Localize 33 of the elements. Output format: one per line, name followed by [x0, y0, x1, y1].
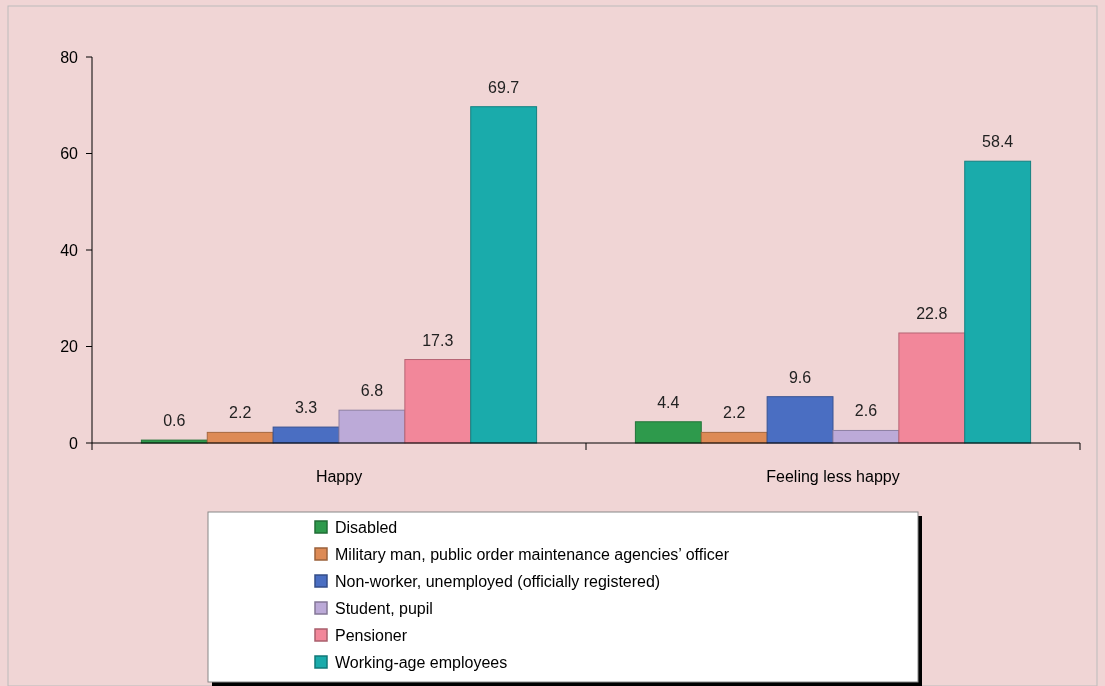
bar [898, 332, 966, 444]
bar [338, 409, 406, 444]
bar [404, 359, 472, 444]
y-tick-label: 40 [60, 241, 79, 259]
y-tick-label: 0 [69, 434, 79, 452]
data-label: 22.8 [916, 304, 948, 322]
legend-label: Pensioner [335, 626, 408, 644]
data-label: 3.3 [294, 399, 318, 417]
y-tick-label: 80 [60, 48, 79, 66]
legend-label: Working-age employees [335, 653, 508, 671]
data-label: 6.8 [360, 382, 384, 400]
bar [964, 160, 1032, 444]
bar [634, 421, 702, 444]
legend-label: Disabled [335, 518, 398, 536]
x-tick-label: Happy [315, 468, 363, 485]
y-tick-label: 60 [60, 145, 79, 163]
data-label: 4.4 [657, 393, 680, 411]
bar [272, 426, 340, 444]
legend-label: Non-worker, unemployed (officially registered) [335, 572, 661, 590]
data-label: 9.6 [788, 368, 812, 386]
bar [766, 396, 834, 444]
data-label: 58.4 [982, 133, 1014, 151]
data-label: 2.2 [723, 404, 746, 422]
bar [470, 106, 538, 444]
legend-label: Student, pupil [335, 599, 433, 617]
data-label: 2.2 [229, 404, 252, 422]
legend-label: Military man, public order maintenance agencies’ officer [335, 545, 730, 563]
data-label: 17.3 [422, 331, 454, 349]
data-label: 2.6 [854, 402, 878, 420]
y-tick-label: 20 [60, 338, 79, 356]
data-label: 69.7 [488, 78, 520, 96]
x-tick-label: Feeling less happy [766, 468, 900, 485]
data-label: 0.6 [163, 412, 186, 430]
